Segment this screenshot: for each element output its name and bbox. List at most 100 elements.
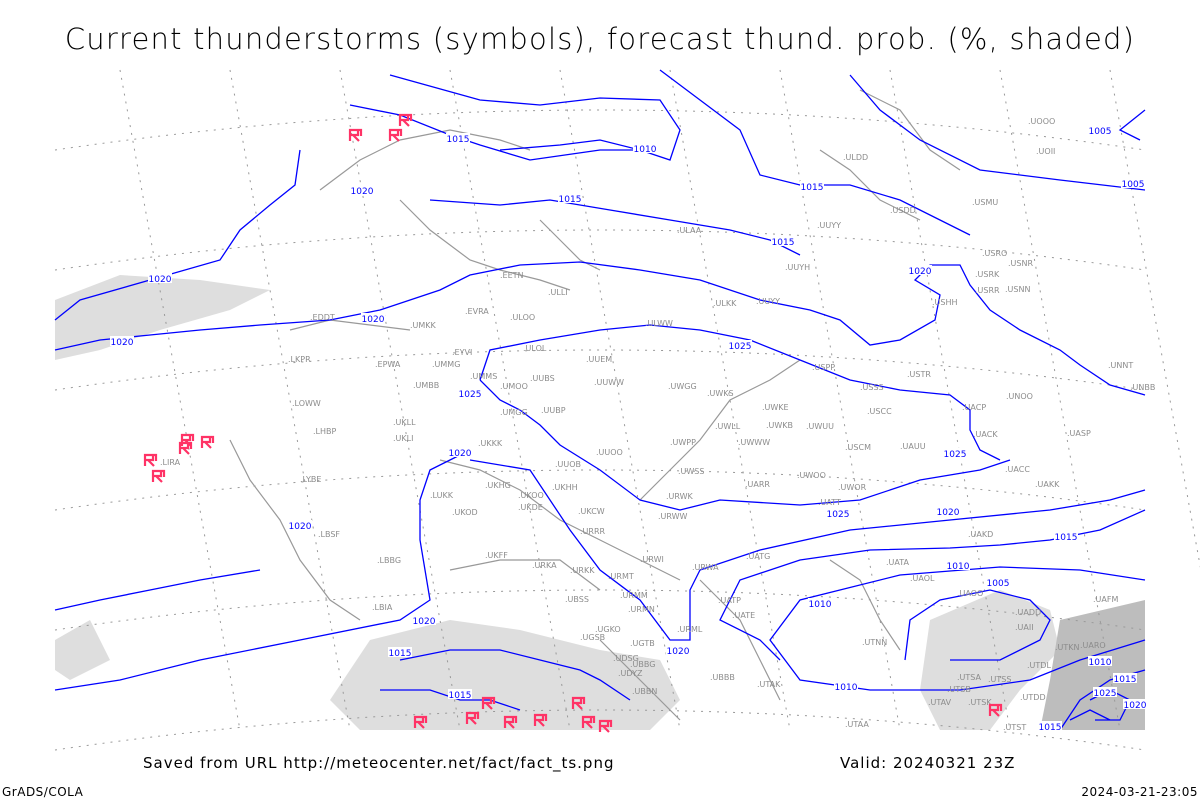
station-label: .UKHG	[485, 481, 511, 490]
isobar-label: 1015	[447, 135, 470, 145]
thunderstorm-symbol	[533, 713, 548, 727]
isobar-label: 1025	[944, 450, 967, 460]
station-label: .UMGG	[500, 408, 528, 417]
station-label: .UATT	[818, 498, 841, 507]
station-label: .USRK	[975, 270, 1000, 279]
station-label: .UASP	[1067, 429, 1091, 438]
station-label: .EYVI	[452, 348, 472, 357]
isobar-line	[389, 74, 681, 161]
station-label: .UKFF	[485, 551, 508, 560]
station-label: .ULOL	[523, 344, 547, 353]
station-label: .UUYH	[785, 263, 810, 272]
coastline	[319, 129, 531, 191]
station-label: .UDYZ	[618, 669, 643, 678]
isobar-label: 1010	[634, 145, 657, 155]
station-label: .UTKN	[1055, 643, 1080, 652]
meridian	[229, 69, 351, 731]
shading-area	[330, 620, 680, 730]
station-label: .URWA	[692, 563, 719, 572]
station-label: .LBIA	[372, 603, 393, 612]
thunderstorm-symbol	[598, 719, 613, 733]
shading-area	[55, 620, 110, 680]
isobar-label-bg	[558, 193, 582, 203]
station-label: .UACK	[973, 430, 998, 439]
isobar-label-bg	[350, 185, 374, 195]
isobar-line	[380, 689, 521, 711]
parallel	[54, 469, 1146, 511]
station-label: .UBSS	[565, 595, 589, 604]
station-label: .USTR	[907, 370, 931, 379]
station-label: .EPWA	[375, 360, 401, 369]
parallel	[54, 709, 1146, 751]
coastline	[599, 639, 681, 721]
isobar-line	[469, 459, 1146, 641]
station-label: .UWUU	[806, 422, 834, 431]
coastline	[449, 559, 601, 591]
station-label: .UUWW	[594, 378, 624, 387]
thunderstorm-symbol	[348, 128, 363, 142]
isobar-label-bg	[834, 681, 858, 691]
station-label: .LYBE	[300, 475, 321, 484]
station-label: .UWPP	[670, 438, 696, 447]
station-label: .UACP	[962, 403, 986, 412]
isobar-label: 1015	[772, 238, 795, 248]
isobar-label-bg	[1088, 125, 1112, 135]
isobar-label: 1005	[987, 579, 1010, 589]
isobar-label: 1010	[1089, 658, 1112, 668]
station-label: .UKKK	[478, 439, 503, 448]
station-label: .ULKK	[713, 299, 737, 308]
thunderstorm-symbol	[988, 703, 1003, 717]
thunderstorm-symbol	[178, 441, 193, 455]
station-label: .UTAV	[928, 698, 952, 707]
station-label: .UTSK	[968, 698, 992, 707]
thunderstorm-symbol	[200, 435, 215, 449]
station-label: .URKK	[570, 566, 595, 575]
isobar-label: 1015	[559, 195, 582, 205]
isobar-label: 1025	[1094, 689, 1117, 699]
isobar-label: 1010	[947, 562, 970, 572]
station-label: .LOWW	[292, 399, 321, 408]
station-label: .URML	[677, 625, 703, 634]
thunderstorm-symbol	[571, 696, 586, 710]
station-label: .USCM	[845, 443, 871, 452]
isobar-label-bg	[288, 520, 312, 530]
thunderstorm-symbol	[581, 715, 596, 729]
station-label: .UKHH	[552, 483, 578, 492]
station-label: .URMT	[608, 572, 634, 581]
station-label: .UKOO	[518, 491, 544, 500]
isobar-line	[479, 324, 1001, 461]
coastline	[819, 149, 921, 221]
coastline	[399, 199, 571, 291]
station-label: .UTSB	[947, 685, 971, 694]
isobar-line	[659, 69, 971, 236]
station-label: .UDSG	[613, 654, 639, 663]
station-label: .LBBG	[377, 556, 401, 565]
station-labels: .UOOO .UOII .ULDD .UUYY .USDD .USMU .ULAA .UUYH…	[160, 117, 1155, 732]
parallel	[54, 109, 1146, 151]
station-label: .UTAA	[845, 720, 869, 729]
isobar-label-bg	[110, 336, 134, 346]
station-label: .UAOO	[957, 589, 983, 598]
station-label: .UTNN	[862, 638, 887, 647]
lat-lon-grid	[54, 69, 1200, 751]
station-label: .UATG	[746, 552, 770, 561]
isobar-label: 1015	[389, 649, 412, 659]
isobar-label: 1020	[413, 617, 436, 627]
isobar-label: 1020	[449, 449, 472, 459]
station-label: .UATA	[886, 558, 910, 567]
isobar-label-bg	[946, 560, 970, 570]
isobar-label-bg	[908, 265, 932, 275]
isobar-label-bg	[1121, 178, 1145, 188]
station-label: .UAKD	[968, 530, 993, 539]
isobar-label-bg	[666, 645, 690, 655]
isobar-line	[54, 261, 1146, 396]
isobar-label: 1020	[1124, 701, 1147, 711]
station-label: .URWK	[666, 492, 694, 501]
isobar-label: 1020	[111, 338, 134, 348]
station-label: .UARR	[745, 480, 770, 489]
shading-area	[55, 275, 270, 360]
station-label: .UKOD	[452, 508, 478, 517]
isobar-label: 1005	[1089, 127, 1112, 137]
station-label: .UUOB	[555, 460, 581, 469]
meridian	[119, 69, 241, 731]
